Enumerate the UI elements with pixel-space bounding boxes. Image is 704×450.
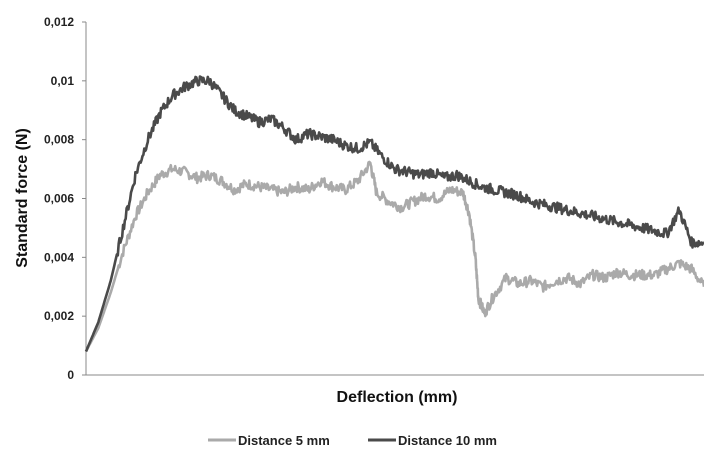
- y-axis-title: Standard force (N): [14, 128, 31, 268]
- y-tick-label: 0,006: [44, 192, 74, 206]
- legend: Distance 5 mm Distance 10 mm: [208, 433, 497, 448]
- x-axis-title: Deflection (mm): [337, 389, 458, 406]
- series-line-1: [84, 160, 704, 353]
- y-tick-label: 0,012: [44, 15, 74, 29]
- legend-label-1: Distance 5 mm: [238, 433, 330, 448]
- y-tick-label: 0,004: [44, 250, 74, 264]
- series-group: [84, 75, 704, 353]
- y-axis-ticks: 0 0,002 0,004 0,006 0,008 0,01 0,012: [44, 15, 86, 382]
- y-tick-label: 0,01: [51, 74, 75, 88]
- series-line-2: [84, 75, 704, 353]
- y-tick-label: 0: [67, 368, 74, 382]
- y-tick-label: 0,008: [44, 133, 74, 147]
- y-tick-label: 0,002: [44, 309, 74, 323]
- legend-label-2: Distance 10 mm: [398, 433, 497, 448]
